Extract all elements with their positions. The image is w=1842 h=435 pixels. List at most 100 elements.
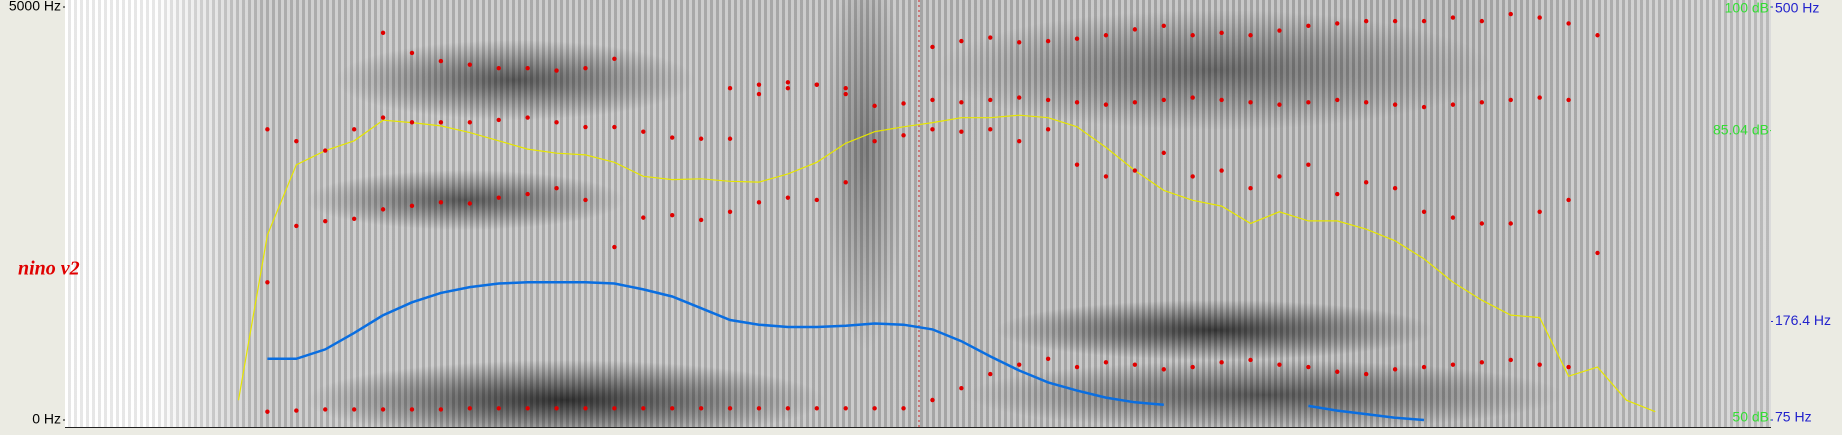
formant-point [1132, 100, 1138, 105]
formant-point [1392, 186, 1398, 191]
formant-point [612, 124, 617, 130]
formant-point [1074, 100, 1080, 105]
formant-point [756, 406, 762, 411]
formant-point [525, 115, 530, 120]
formant-point [409, 50, 415, 56]
formant-point [525, 406, 530, 411]
formant-point [1190, 364, 1195, 370]
formant-point [1306, 23, 1311, 29]
formant-point [670, 213, 675, 218]
formant-point [1363, 371, 1369, 377]
formant-point [496, 117, 501, 123]
formant-point [496, 66, 501, 71]
formant-point [265, 409, 270, 414]
formant-point [1537, 95, 1542, 100]
formant-point [872, 406, 877, 411]
formant-point [496, 406, 501, 411]
y3-tick-label: 176.4 Hz [1775, 312, 1831, 328]
formant-point [1045, 356, 1051, 361]
formant-point [1335, 21, 1340, 26]
formant-point [785, 195, 791, 200]
formant-point [583, 124, 588, 130]
formant-point [323, 407, 328, 412]
formant-point [1363, 100, 1369, 105]
formant-point [785, 406, 791, 411]
annotation: nino v2 [18, 258, 80, 280]
formant-point [814, 406, 819, 411]
formant-point [294, 138, 299, 144]
formant-point [554, 120, 559, 125]
formant-point [1277, 174, 1282, 179]
formant-point [1219, 97, 1224, 103]
formant-point [930, 397, 935, 403]
formant-point [1161, 23, 1166, 29]
formant-point [1103, 174, 1109, 179]
pitch-line [267, 281, 1425, 422]
formant-point [438, 407, 444, 412]
y2-tick-label: 50 dB [1732, 409, 1769, 425]
formant-point [294, 223, 299, 229]
formant-point [756, 82, 762, 87]
formant-point [756, 200, 762, 205]
formant-point [727, 209, 733, 214]
formant-point [1306, 162, 1311, 167]
formant-point [1074, 36, 1080, 41]
formant-point [438, 120, 444, 125]
formant-point [1537, 15, 1542, 20]
formant-point [930, 127, 935, 132]
formant-point [1566, 364, 1571, 370]
formant-point [843, 406, 848, 411]
formant-point [1190, 33, 1195, 38]
formant-point [1190, 174, 1195, 179]
formant-point [496, 195, 501, 200]
formant-point [1074, 162, 1080, 167]
formant-point [1335, 97, 1340, 103]
formant-point [1132, 362, 1138, 367]
formant-point [1277, 28, 1282, 33]
formant-point [438, 58, 444, 64]
formant-point [1161, 150, 1166, 156]
formant-point [1421, 18, 1427, 24]
formant-point [1479, 100, 1485, 105]
formant-point [1161, 97, 1166, 103]
formant-point [901, 406, 906, 411]
formant-point [843, 85, 848, 91]
formant-point [1248, 33, 1253, 38]
formant-point [351, 216, 357, 221]
formant-point [1306, 100, 1311, 105]
formant-point [1103, 360, 1109, 365]
formant-point [959, 129, 964, 134]
formant-point [1306, 364, 1311, 370]
formant-point [467, 201, 473, 206]
formant-point [554, 68, 559, 73]
formant-point [612, 244, 617, 250]
formant-point [670, 406, 675, 411]
formant-point [1219, 168, 1224, 173]
formant-point [1392, 102, 1398, 107]
formant-point [698, 136, 704, 141]
formant-point [1479, 360, 1485, 365]
y-tick-label: 0 Hz [32, 411, 61, 427]
formant-point [1017, 95, 1022, 100]
formant-point [265, 280, 270, 285]
formant-point [1045, 38, 1051, 44]
intensity-line [237, 114, 1656, 413]
formant-point [525, 191, 530, 197]
formant-point [756, 91, 762, 97]
formant-point [1566, 197, 1571, 203]
formant-point [959, 38, 964, 44]
formant-point [1277, 362, 1282, 367]
formant-point [612, 406, 617, 411]
formant-point [1421, 209, 1427, 214]
formant-point [1335, 191, 1340, 197]
formant-point [1566, 21, 1571, 26]
formant-point [1479, 221, 1485, 226]
formant-point [1508, 357, 1513, 363]
y3-tick-label: 500 Hz [1775, 0, 1819, 16]
formant-point [727, 85, 733, 91]
formant-point [670, 135, 675, 140]
formant-point [467, 120, 473, 125]
formant-point [901, 101, 906, 106]
formant-point [930, 97, 935, 103]
formant-point [323, 148, 328, 153]
